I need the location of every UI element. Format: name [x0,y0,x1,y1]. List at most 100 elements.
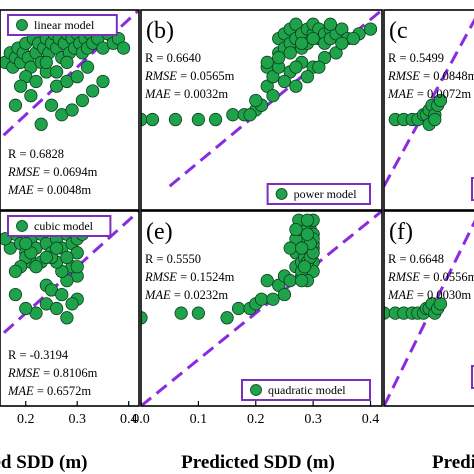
data-point [266,292,280,306]
stat-r: R = 0.6640 [145,51,201,65]
legend-box [266,183,372,205]
panel-a: R = 0.6828 RMSE = 0.0694m MAE = 0.0048m lin… [0,9,140,211]
data-point [346,31,360,46]
data-point [260,79,274,93]
data-point [70,70,84,84]
data-point [306,31,320,46]
data-point [318,51,332,65]
stat-rmse: RMSE = 0.0565m [144,69,235,83]
data-point [335,36,349,50]
data-point [70,260,84,274]
stat-rmse-label: RMSE [7,165,40,179]
stat-rmse: RMSE = 0.0694m [7,165,98,179]
data-point [75,93,89,108]
legend-box [7,14,118,36]
x-tick-label: 0.3 [68,412,86,427]
data-point [295,36,309,50]
panel-label: (f) [389,219,413,245]
stat-rmse: RMSE = 0.1524m [144,270,235,284]
data-point [433,93,448,108]
stat-rmse-value: = 0.0565m [177,69,235,83]
data-point [289,79,303,93]
panel-frame [383,210,474,407]
legend-marker [275,188,288,200]
stat-rmse-value: = 0.1524m [177,270,235,284]
data-point [174,306,188,320]
stat-r: R = 0.6648 [388,252,444,266]
panel-frame [140,210,383,407]
stat-r: R = -0.3194 [8,348,69,362]
panel-group: R = 0.6828 RMSE = 0.0694m MAE = 0.0048m lin… [0,9,474,427]
data-point [29,260,43,274]
stat-rmse-value: = 0.0848m [420,69,474,83]
fit-line [384,17,474,187]
stat-mae-value: = 0.0072m [414,87,472,101]
stat-rmse: RMSE = 0.8106m [7,366,98,380]
stat-r: R = 0.5550 [145,252,201,266]
data-point [300,213,315,227]
data-point [8,287,23,302]
x-tick-label: 0.4 [362,412,380,427]
data-point [8,264,23,278]
stat-rmse-label: RMSE [7,366,40,380]
panel-frame [0,9,140,211]
data-point [289,17,303,31]
data-point [266,89,280,103]
legend-label: power model [294,187,358,201]
stat-mae-label: MAE [144,288,171,302]
panel-plot-area [141,211,382,406]
x-tick-label: 0.1 [190,412,208,427]
data-point [297,260,312,274]
data-point [145,112,160,127]
data-point [19,236,33,251]
fit-line [141,211,382,406]
legend-box [471,365,474,389]
legend-box [471,177,474,201]
data-point [208,112,223,127]
data-point [65,297,79,311]
data-point [300,70,315,84]
data-point [312,60,326,74]
stat-mae-value: = 0.0232m [171,288,229,302]
legend-box [7,215,112,237]
data-point [295,241,309,255]
data-point [329,46,343,60]
data-point [50,241,64,255]
data-point [80,60,95,74]
data-point [226,108,240,122]
data-point [191,306,205,320]
panel-frame [140,9,383,211]
data-point [254,292,269,306]
data-point [29,74,43,89]
data-point [60,250,74,265]
data-point [295,274,309,288]
legend-label: linear model [34,18,95,32]
x-tick-label: 0.3 [304,412,322,427]
stat-rmse-label: RMSE [387,270,420,284]
stat-mae-label: MAE [7,183,34,197]
data-point [55,287,69,302]
x-tick-label: 0.2 [17,412,35,427]
data-point [60,55,74,69]
stat-rmse-value: = 0.0694m [40,165,98,179]
x-axis-title-left: ed SDD (m) [0,452,88,473]
stat-rmse-value: = 0.8106m [40,366,98,380]
stat-r: R = 0.6828 [8,147,64,161]
panel-b: (b) R = 0.6640 RMSE = 0.0565m MAE = 0.0032m… [140,9,383,211]
data-point [116,41,131,55]
data-point [86,84,100,98]
panel-frame [383,9,474,211]
stat-rmse-label: RMSE [144,270,177,284]
data-point [19,301,33,316]
data-point [60,311,74,325]
stat-r: R = 0.5499 [388,51,444,65]
data-point [65,103,79,117]
stat-mae-label: MAE [144,87,171,101]
data-point [13,79,28,93]
panel-plot-area [384,17,474,187]
data-point [249,93,263,108]
legend-label: cubic model [34,219,94,233]
data-point [277,74,292,89]
stat-mae-value: = 0.0032m [171,87,229,101]
panel-plot-area [141,10,382,188]
